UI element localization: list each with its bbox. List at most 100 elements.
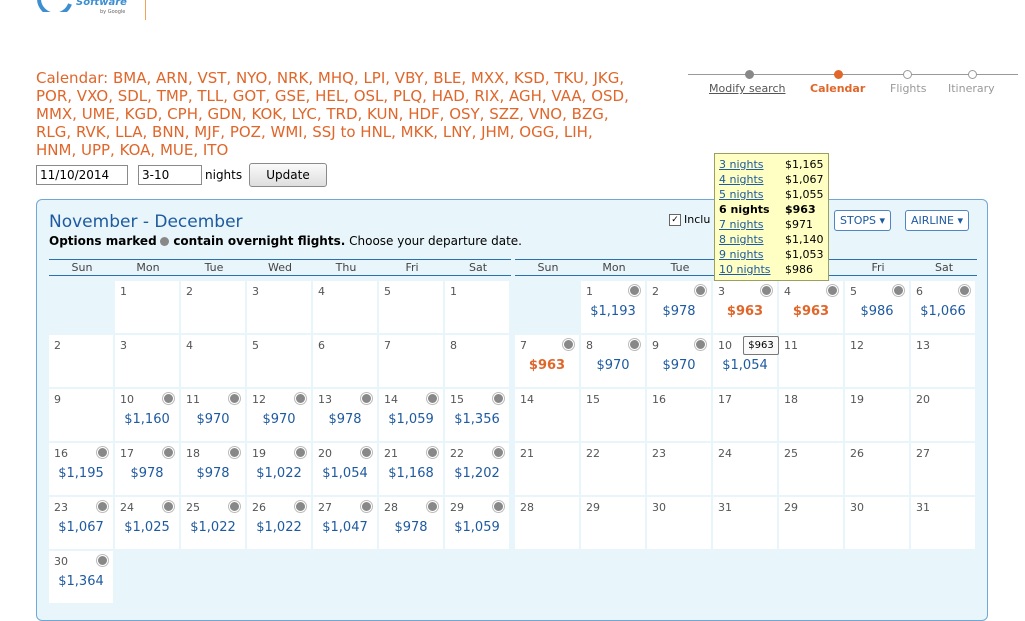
day-cell[interactable]: 19 [845,389,909,441]
day-price: $1,025 [124,520,170,535]
day-cell[interactable]: 2 $978 [647,281,711,333]
day-cell[interactable]: 13 [911,335,975,387]
day-cell[interactable]: 22 [581,443,645,495]
day-cell[interactable]: 29 $1,059 [445,497,509,549]
day-cell[interactable]: 17 $978 [115,443,179,495]
day-cell[interactable]: 16 $1,195 [49,443,113,495]
day-cell[interactable]: 27 [911,443,975,495]
progress-steps: Modify search Calendar Flights Itinerary [688,66,1018,96]
day-cell[interactable]: 23 [647,443,711,495]
day-cell[interactable]: 8 [445,335,509,387]
day-cell[interactable]: 3 $963 [713,281,777,333]
day-cell[interactable]: 28 [515,497,579,549]
day-cell[interactable]: 11 $970 [181,389,245,441]
day-cell[interactable]: 17 [713,389,777,441]
day-cell[interactable]: 29 [779,497,843,549]
day-cell[interactable]: 3 [115,335,179,387]
day-cell[interactable]: 8 $970 [581,335,645,387]
nights-option-label[interactable]: 10 nights [719,263,771,276]
day-cell[interactable]: 30 [647,497,711,549]
departure-date-input[interactable] [36,165,128,185]
day-cell[interactable]: 1 $1,193 [581,281,645,333]
day-cell[interactable]: 14 [515,389,579,441]
day-cell[interactable]: 10 $1,160 [115,389,179,441]
day-cell[interactable]: 20 $1,054 [313,443,377,495]
airline-dropdown[interactable]: AIRLINE ▾ [905,210,969,231]
day-price: $978 [662,304,696,319]
nights-option-label[interactable]: 4 nights [719,173,764,186]
stops-dropdown[interactable]: STOPS ▾ [834,210,891,231]
day-cell[interactable]: 26 [845,443,909,495]
day-cell[interactable]: 26 $1,022 [247,497,311,549]
day-cell[interactable]: 21 $1,168 [379,443,443,495]
day-cell[interactable]: 15 [581,389,645,441]
day-cell[interactable]: 2 [181,281,245,333]
day-cell[interactable]: 5 $986 [845,281,909,333]
day-cell[interactable]: 1 [115,281,179,333]
update-button[interactable]: Update [249,163,327,187]
day-cell[interactable]: 4 $963 [779,281,843,333]
day-cell[interactable]: 7 $963 [515,335,579,387]
day-cell[interactable]: 22 $1,202 [445,443,509,495]
nights-option[interactable]: 8 nights $1,140 [719,233,825,248]
day-cell[interactable]: 4 [181,335,245,387]
include-checkbox[interactable]: ✓ [669,214,681,226]
day-cell[interactable]: 18 [779,389,843,441]
day-cell[interactable]: 25 [779,443,843,495]
nights-option[interactable]: 3 nights $1,165 [719,158,825,173]
include-toggle[interactable]: ✓ Inclu [669,213,710,226]
logo[interactable]: Software by Google [34,0,154,22]
day-cell[interactable]: 20 [911,389,975,441]
day-cell[interactable]: 24 $1,025 [115,497,179,549]
day-cell[interactable]: 9 $970 [647,335,711,387]
day-cell[interactable]: 30 [845,497,909,549]
day-cell[interactable]: 16 [647,389,711,441]
day-cell[interactable]: 23 $1,067 [49,497,113,549]
nights-option[interactable]: 5 nights $1,055 [719,188,825,203]
day-cell[interactable]: 1 [445,281,509,333]
day-cell[interactable]: 12 [845,335,909,387]
day-cell[interactable]: 28 $978 [379,497,443,549]
day-cell[interactable]: 6 [313,335,377,387]
logo-subtext: by Google [100,9,126,15]
nights-option[interactable]: 4 nights $1,067 [719,173,825,188]
nights-option[interactable]: 7 nights $971 [719,218,825,233]
day-cell[interactable]: 24 [713,443,777,495]
day-cell[interactable]: 9 [49,389,113,441]
nights-option[interactable]: 6 nights $963 [719,203,825,218]
day-cell[interactable]: 14 $1,059 [379,389,443,441]
nights-option-label[interactable]: 3 nights [719,158,764,171]
nights-option-label[interactable]: 9 nights [719,248,764,261]
day-cell[interactable]: 27 $1,047 [313,497,377,549]
nights-option-label[interactable]: 5 nights [719,188,764,201]
day-number: 1 [120,285,127,298]
day-cell[interactable]: 5 [247,335,311,387]
day-cell[interactable]: 31 [713,497,777,549]
day-cell[interactable]: 30 $1,364 [49,551,113,603]
day-cell[interactable]: 3 [247,281,311,333]
day-cell[interactable]: 11 [779,335,843,387]
day-cell[interactable]: 21 [515,443,579,495]
day-cell[interactable]: 6 $1,066 [911,281,975,333]
day-cell[interactable]: 7 [379,335,443,387]
nights-option[interactable]: 10 nights $986 [719,263,825,278]
nights-option-label[interactable]: 6 nights [719,203,770,216]
nights-input[interactable] [138,165,202,185]
day-cell[interactable]: 4 [313,281,377,333]
day-cell[interactable]: 15 $1,356 [445,389,509,441]
day-cell[interactable]: 5 [379,281,443,333]
day-cell[interactable]: 25 $1,022 [181,497,245,549]
nights-option-label[interactable]: 8 nights [719,233,764,246]
day-cell[interactable]: 13 $978 [313,389,377,441]
day-number: 31 [718,501,732,514]
nights-option-label[interactable]: 7 nights [719,218,764,231]
day-cell[interactable]: 2 [49,335,113,387]
step-modify-search[interactable]: Modify search [709,82,786,95]
day-cell[interactable]: 19 $1,022 [247,443,311,495]
day-cell[interactable]: 29 [581,497,645,549]
day-number: 6 [318,339,325,352]
day-cell[interactable]: 18 $978 [181,443,245,495]
day-cell[interactable]: 12 $970 [247,389,311,441]
day-cell[interactable]: 31 [911,497,975,549]
nights-option[interactable]: 9 nights $1,053 [719,248,825,263]
